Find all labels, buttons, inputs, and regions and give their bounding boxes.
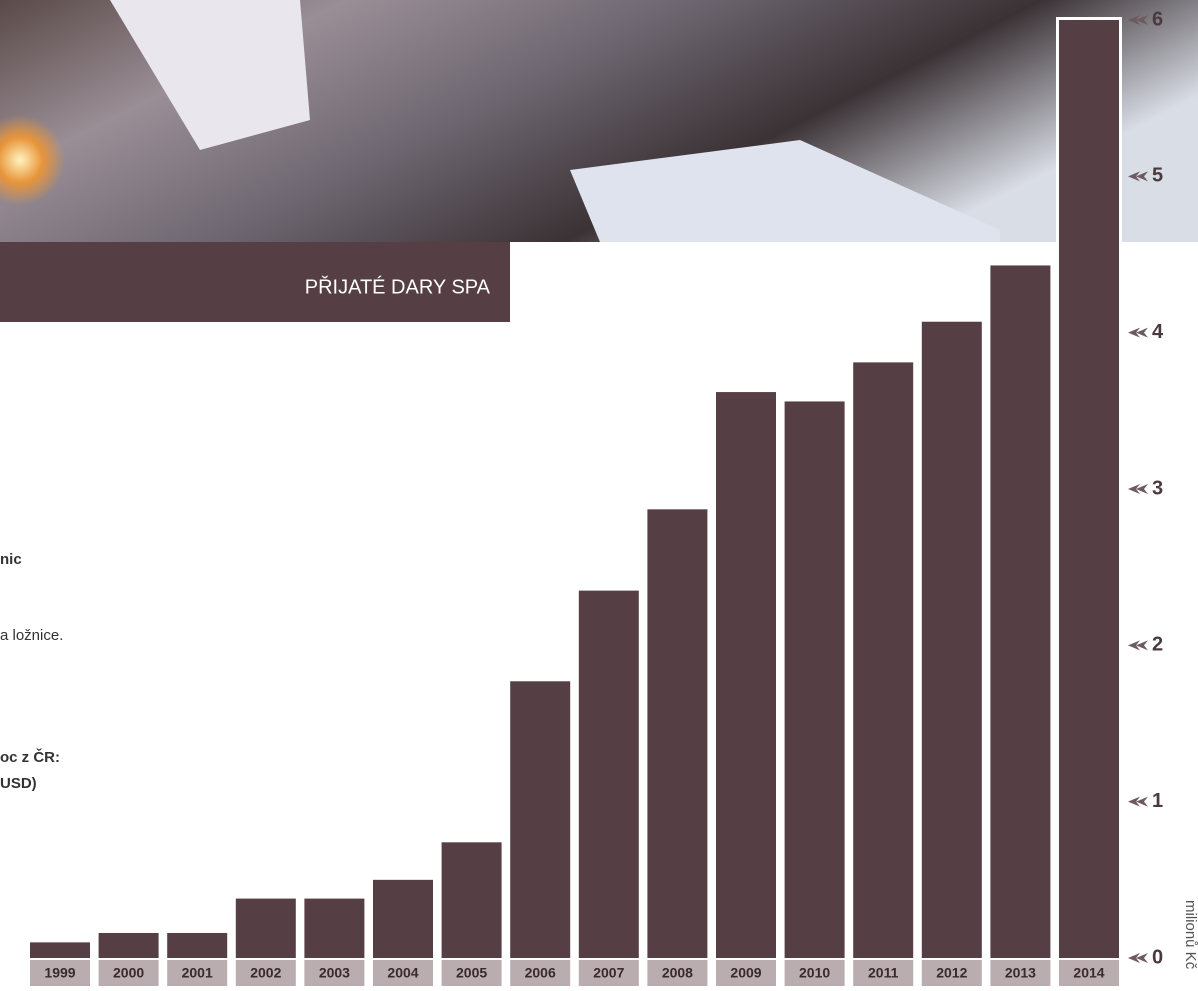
x-label-cell	[304, 960, 365, 986]
y-tick-label: 1	[1152, 790, 1163, 812]
x-tick-label: 2007	[593, 965, 624, 981]
y-tick-label: 6	[1152, 8, 1163, 30]
x-tick-label: 2012	[936, 965, 967, 981]
photo-detail	[110, 0, 310, 150]
tick-marker	[1128, 796, 1148, 807]
tick-marker	[1128, 640, 1148, 651]
tick-marker	[1128, 171, 1148, 182]
x-tick-label: 2001	[182, 965, 213, 981]
annotation: a ložnice.	[0, 627, 63, 644]
bar	[30, 942, 90, 958]
annotation: oc z ČR:	[0, 748, 60, 766]
x-label-cell	[510, 960, 571, 986]
bar	[990, 265, 1051, 958]
y-tick-label: 0	[1152, 946, 1163, 968]
x-tick-label: 2005	[456, 965, 487, 981]
tick-marker	[1128, 484, 1148, 494]
bar	[167, 932, 228, 958]
x-label-cell	[990, 960, 1051, 986]
tick-marker	[1128, 953, 1148, 963]
annotations: nic a ložnice. oc z ČR: USD)	[0, 551, 63, 792]
bar	[1059, 20, 1119, 958]
x-tick-label: 2004	[387, 965, 418, 981]
title-band	[0, 242, 510, 322]
bar	[578, 590, 639, 958]
photo-detail	[0, 115, 65, 205]
bar	[304, 898, 365, 958]
photo-detail	[570, 140, 1000, 242]
x-tick-label: 2010	[799, 965, 830, 981]
tick-marker	[1128, 327, 1148, 338]
bar	[716, 392, 776, 958]
bar	[853, 362, 914, 958]
y-tick-label: 3	[1152, 477, 1163, 499]
y-tick-label: 5	[1152, 165, 1163, 187]
x-tick-label: 2009	[730, 965, 761, 981]
y-axis-title: milionů Kč	[1182, 900, 1198, 970]
bar	[235, 898, 296, 958]
x-tick-label: 2013	[1005, 965, 1036, 981]
x-tick-label: 2000	[113, 965, 144, 981]
x-tick-label: 1999	[44, 965, 75, 981]
x-label-cell	[716, 960, 776, 986]
x-tick-label: 2011	[868, 965, 899, 981]
x-tick-label: 2002	[250, 965, 281, 981]
bar	[373, 879, 433, 958]
x-label-cell	[30, 960, 90, 986]
annotation: nic	[0, 551, 22, 568]
chart-title: PŘIJATÉ DARY SPA	[305, 275, 491, 298]
x-label-cell	[441, 960, 502, 986]
x-label-cell	[647, 960, 708, 986]
x-label-cell	[921, 960, 982, 986]
y-tick-label: 4	[1152, 321, 1164, 343]
bar	[510, 681, 571, 958]
x-tick-label: 2006	[525, 965, 556, 981]
bar	[441, 842, 502, 958]
annotation: USD)	[0, 775, 37, 792]
x-label-cell	[373, 960, 433, 986]
x-label-cell	[784, 960, 845, 986]
bar	[784, 401, 845, 958]
x-label-cell	[167, 960, 228, 986]
x-label-cell	[578, 960, 639, 986]
tick-marker	[1128, 15, 1148, 25]
x-tick-label: 2014	[1073, 965, 1104, 981]
bar	[921, 321, 982, 958]
x-tick-label: 2003	[319, 965, 350, 981]
x-label-cell	[1059, 960, 1119, 986]
bar	[98, 932, 159, 958]
bar	[647, 509, 708, 958]
x-label-cell	[98, 960, 159, 986]
x-label-cell	[853, 960, 914, 986]
x-label-cell	[235, 960, 296, 986]
x-tick-label: 2008	[662, 965, 693, 981]
y-tick-label: 2	[1152, 634, 1163, 656]
